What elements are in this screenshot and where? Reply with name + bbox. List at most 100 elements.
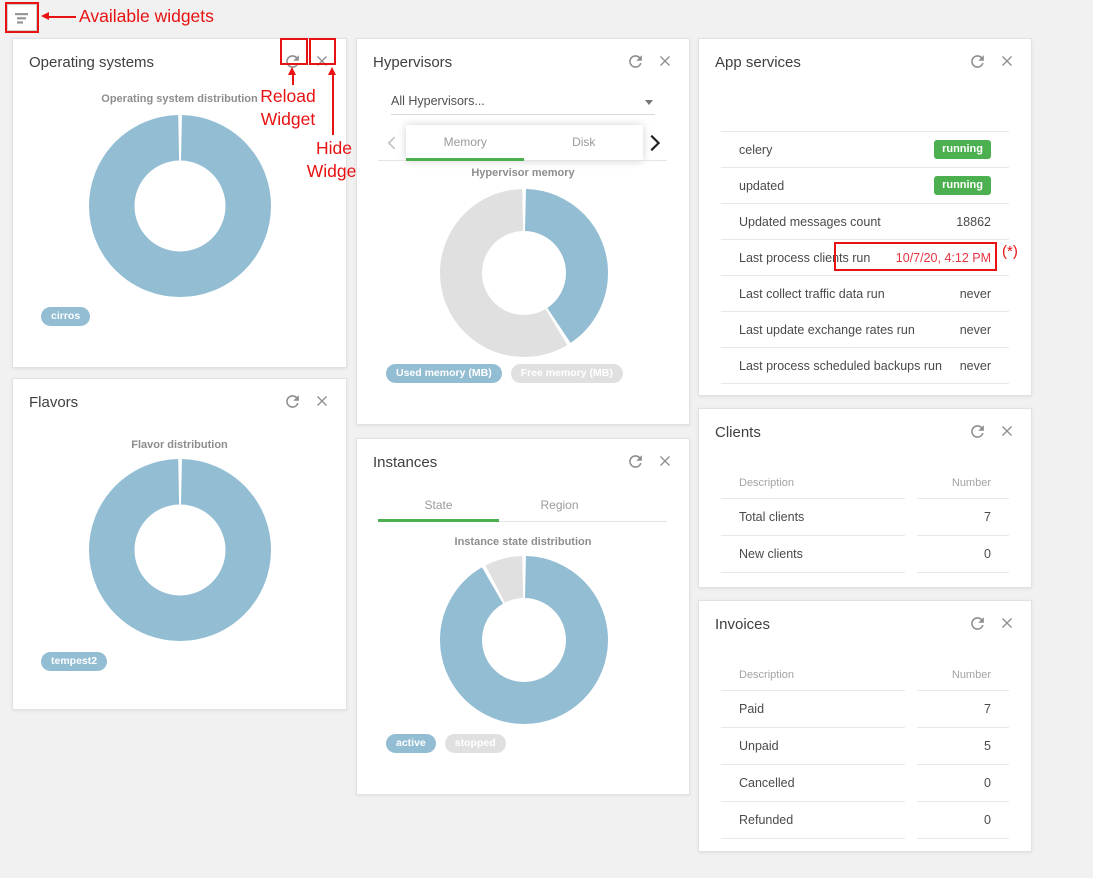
reload-icon [285,54,299,68]
legend-pill-active[interactable]: active [386,734,436,753]
service-label: celery [739,142,773,157]
tab-memory[interactable]: Memory [443,135,487,149]
reload-icon [970,616,984,630]
available-widgets-button[interactable] [7,4,37,31]
tab-state[interactable]: State [424,498,453,512]
donut-slice-used-memory-mb-[interactable] [440,189,608,357]
close-icon [660,456,670,466]
chart-legend: cirros [41,307,91,326]
instance-state-donut-chart[interactable] [440,556,608,729]
reload-widget-button[interactable] [624,450,646,472]
hypervisor-select-value: All Hypervisors... [391,94,485,108]
active-tab-indicator [406,158,524,161]
tab-region[interactable]: Region [540,498,579,512]
service-row: Last process scheduled backups run never [721,348,1009,384]
chart-title: Operating system distribution [101,93,258,105]
widget-title: Hypervisors [373,54,453,71]
hide-widget-button[interactable] [654,50,676,72]
close-icon [317,396,327,406]
reload-icon [970,424,984,438]
row-value: 7 [917,499,1009,536]
widget-hypervisors: Hypervisors All Hypervisors... [356,38,690,425]
table-row: Unpaid 5 [721,728,1009,765]
table-row: Paid 7 [721,691,1009,728]
service-row: updated running [721,168,1009,204]
service-label: Last process clients run [739,250,871,265]
chart-title: Flavor distribution [131,439,228,451]
row-value: 0 [917,765,1009,802]
column-header: Description [721,661,905,691]
row-value: 0 [917,802,1009,839]
tab-panel: Memory Disk [406,125,643,161]
chevron-down-icon [645,100,653,105]
widget-title: Instances [373,454,438,471]
tabs-scroll-left-button[interactable] [383,133,403,156]
donut-slice-active[interactable] [440,556,608,724]
table-row: Cancelled 0 [721,765,1009,802]
row-label: Paid [721,691,905,728]
close-icon [1002,618,1012,628]
row-label: Cancelled [721,765,905,802]
list-filter-icon [15,12,28,24]
hide-widget-annotation: Hide Widget [306,138,362,181]
column-header: Description [721,469,905,499]
status-badge: running [934,176,991,195]
reload-icon [628,454,642,468]
legend-pill-free-memory-mb-[interactable]: Free memory (MB) [510,364,623,383]
service-label: Updated messages count [739,214,881,229]
legend-pill-cirros[interactable]: cirros [41,307,91,326]
service-row: Last collect traffic data run never [721,276,1009,312]
column-header: Number [917,661,1009,691]
row-label: Refunded [721,802,905,839]
reload-widget-button[interactable] [624,50,646,72]
widget-clients: Clients Description Number Total clients… [698,408,1032,588]
hypervisor-select[interactable]: All Hypervisors... [391,91,655,115]
tab-disk[interactable]: Disk [572,135,596,149]
widget-instances: Instances State Region Instance state di… [356,438,690,795]
row-value: 0 [917,536,1009,573]
donut-slice-cirros[interactable] [89,115,271,297]
os-distribution-donut-chart[interactable] [89,115,271,302]
hide-widget-button[interactable] [654,450,676,472]
hypervisor-memory-donut-chart[interactable] [440,189,608,362]
row-label: Total clients [721,499,905,536]
service-row: Last update exchange rates run never [721,312,1009,348]
service-value: 18862 [956,214,991,229]
legend-pill-used-memory-mb-[interactable]: Used memory (MB) [386,364,502,383]
row-value: 5 [917,728,1009,765]
flavor-distribution-donut-chart[interactable] [89,459,271,646]
row-value: 7 [917,691,1009,728]
legend-pill-stopped[interactable]: stopped [444,734,506,753]
widget-title: Flavors [29,394,79,411]
reload-widget-button[interactable] [966,50,988,72]
service-value: never [959,358,991,373]
reload-widget-button[interactable] [966,612,988,634]
active-tab-indicator [378,519,499,522]
reload-widget-button[interactable] [281,50,303,72]
reload-widget-button[interactable] [966,420,988,442]
hide-widget-button[interactable] [996,50,1018,72]
available-widgets-annotation: Available widgets [79,6,214,26]
table-header: Description Number [721,469,1009,499]
widget-title: Operating systems [29,54,155,71]
annotation-arrowhead [288,67,296,75]
close-icon [1002,426,1012,436]
legend-pill-tempest2[interactable]: tempest2 [41,652,108,671]
widget-flavors: Flavors Flavor distribution tempest2 [12,378,347,710]
chart-title: Hypervisor memory [471,167,575,179]
widget-title: App services [715,54,801,71]
service-value: never [959,286,991,301]
tab-rule [378,521,667,522]
service-label: Last update exchange rates run [739,322,915,337]
donut-slice-tempest2[interactable] [89,459,271,641]
reload-widget-button[interactable] [281,390,303,412]
chevron-right-icon [650,134,661,152]
hide-widget-button[interactable] [996,612,1018,634]
widget-title: Invoices [715,616,771,633]
tabs-scroll-right-button[interactable] [643,132,665,157]
hide-widget-button[interactable] [996,420,1018,442]
chevron-left-icon [387,136,396,150]
close-icon [1002,56,1012,66]
hide-widget-button[interactable] [311,390,333,412]
donut-slice-free-memory-mb-[interactable] [440,189,608,357]
